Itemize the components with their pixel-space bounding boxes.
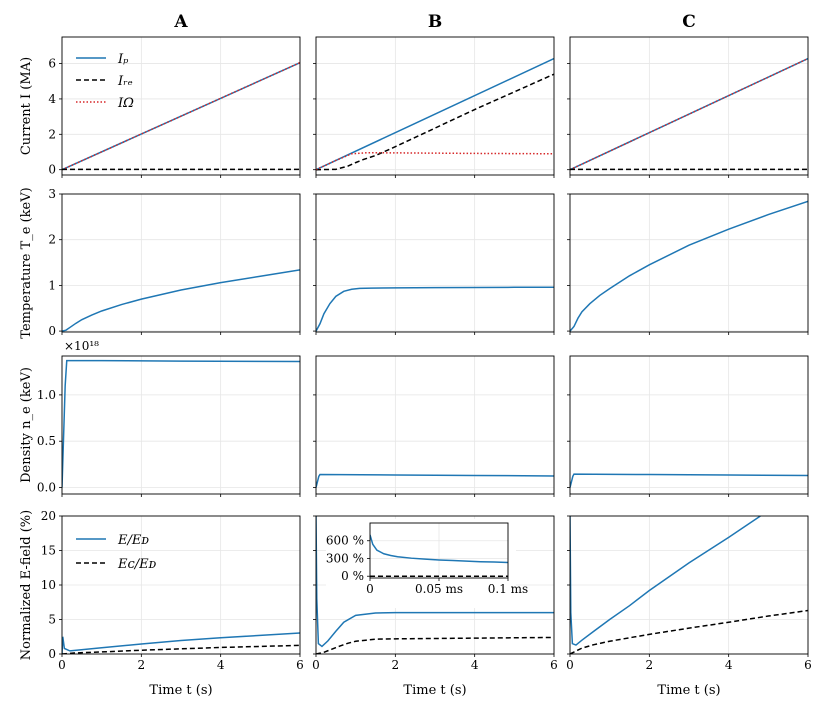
x-tick-label: 0 <box>312 658 320 672</box>
xlabel-B: Time t (s) <box>403 683 466 698</box>
column-title-C: C <box>682 12 696 32</box>
series-E-line <box>570 516 761 646</box>
x-tick-label: 0.05 ms <box>415 582 463 596</box>
series-Te-line <box>570 200 808 332</box>
legend-current: Iₚ Iᵣₑ IΩ <box>76 52 134 111</box>
series-Iohm-line <box>62 61 300 171</box>
series-Ip-line <box>316 57 554 171</box>
panel-C-density <box>567 355 809 497</box>
axes-frame <box>61 193 301 333</box>
legend-label-Ec: Eᴄ/Eᴅ <box>117 557 157 572</box>
y-tick-label: 3 <box>48 187 56 201</box>
legend-label-E: E/Eᴅ <box>117 533 149 548</box>
axes-frame <box>315 36 555 176</box>
row-ylabel-4: Normalized E-field (%) <box>19 510 34 660</box>
y-tick-label: 300 % <box>326 551 364 565</box>
series-Te-line <box>316 286 554 332</box>
legend-label-Ip: Iₚ <box>117 52 128 67</box>
x-tick-label: 0 <box>366 582 374 596</box>
density-multiplier: ×10¹⁸ <box>64 339 99 353</box>
legend-efield: E/Eᴅ Eᴄ/Eᴅ <box>76 533 157 572</box>
y-tick-label: 600 % <box>326 534 364 548</box>
inset-background <box>326 519 516 608</box>
panel-B-efield: 0 2 4 6 <box>312 515 558 672</box>
row-ylabel-1: Current I (MA) <box>19 57 34 155</box>
axes-frame <box>61 355 301 495</box>
panel-C-current <box>567 36 809 178</box>
series-Ec-line <box>570 609 808 654</box>
panel-A-density: 0.0 0.5 1.0 <box>37 355 301 497</box>
y-tick-label: 6 <box>48 57 56 71</box>
panel-B-current <box>313 36 555 178</box>
panel-A-current: 0 2 4 6 <box>48 36 301 178</box>
panel-A-temperature: 0 1 2 3 <box>48 187 301 338</box>
axes-frame <box>569 36 809 176</box>
y-tick-label: 1 <box>48 278 56 292</box>
x-tick-label: 6 <box>550 658 558 672</box>
y-tick-label: 0 <box>48 163 56 177</box>
xlabel-A: Time t (s) <box>149 683 212 698</box>
labels-layer: Iₚ Iᵣₑ IΩ E/Eᴅ Eᴄ/Eᴅ A B C Current I (MA) Tempera… <box>19 12 721 698</box>
series-Ip-line <box>570 57 808 171</box>
y-tick-label: 2 <box>48 127 56 141</box>
x-tick-label: 4 <box>725 658 733 672</box>
series-E-line <box>316 516 554 648</box>
row-ylabel-3: Density n_e (keV) <box>19 367 34 483</box>
legend-label-Iohm: IΩ <box>117 96 134 111</box>
y-tick-label: 4 <box>48 92 56 106</box>
xlabel-C: Time t (s) <box>657 683 720 698</box>
x-tick-label: 6 <box>804 658 812 672</box>
row-ylabel-2: Temperature T_e (keV) <box>19 187 34 338</box>
x-tick-label: 2 <box>646 658 654 672</box>
y-tick-label: 2 <box>48 233 56 247</box>
axes-frame <box>315 193 555 333</box>
series-ne-line <box>570 473 808 488</box>
legend-label-Ire: Iᵣₑ <box>117 74 133 89</box>
x-tick-label: 2 <box>392 658 400 672</box>
series-Ec-line <box>316 636 554 654</box>
axes-frame <box>315 355 555 495</box>
series-E-line <box>370 534 508 564</box>
series-ne-line <box>316 473 554 488</box>
y-tick-label: 0 % <box>341 569 364 583</box>
axes-frame <box>569 355 809 495</box>
panel-C-efield: 0 2 4 6 <box>566 515 812 672</box>
panel-A-efield: 0 2 4 6 0 5 10 15 20 <box>41 509 304 672</box>
series-Ire-line <box>316 73 554 171</box>
y-tick-label: 5 <box>48 613 56 627</box>
axes-frame <box>61 36 301 176</box>
panel-B-density <box>313 355 555 497</box>
y-tick-label: 15 <box>41 544 56 558</box>
panel-B-temperature <box>313 193 555 335</box>
y-tick-label: 0 <box>48 647 56 661</box>
axes-frame <box>569 193 809 333</box>
y-tick-label: 0 <box>48 324 56 338</box>
x-tick-label: 6 <box>296 658 304 672</box>
x-tick-label: 0.1 ms <box>488 582 528 596</box>
column-title-B: B <box>428 12 442 32</box>
panel-B-efield-inset: 0 0.05 ms 0.1 ms 0 % 300 % 600 % <box>326 522 528 596</box>
series-E-line <box>62 632 300 654</box>
x-tick-label: 0 <box>58 658 66 672</box>
series-Te-line <box>62 269 300 332</box>
series-ne-line <box>62 359 300 488</box>
x-tick-label: 0 <box>566 658 574 672</box>
panel-C-temperature <box>567 193 809 335</box>
x-tick-label: 4 <box>217 658 225 672</box>
x-tick-label: 4 <box>471 658 479 672</box>
x-tick-label: 2 <box>138 658 146 672</box>
y-tick-label: 0.5 <box>37 434 56 448</box>
y-tick-label: 20 <box>41 509 56 523</box>
column-title-A: A <box>173 12 188 32</box>
y-tick-label: 1.0 <box>37 388 56 402</box>
y-tick-label: 0.0 <box>37 481 56 495</box>
series-Ec-line <box>62 644 300 654</box>
y-tick-label: 10 <box>41 578 56 592</box>
series-Iohm-line <box>316 151 554 171</box>
